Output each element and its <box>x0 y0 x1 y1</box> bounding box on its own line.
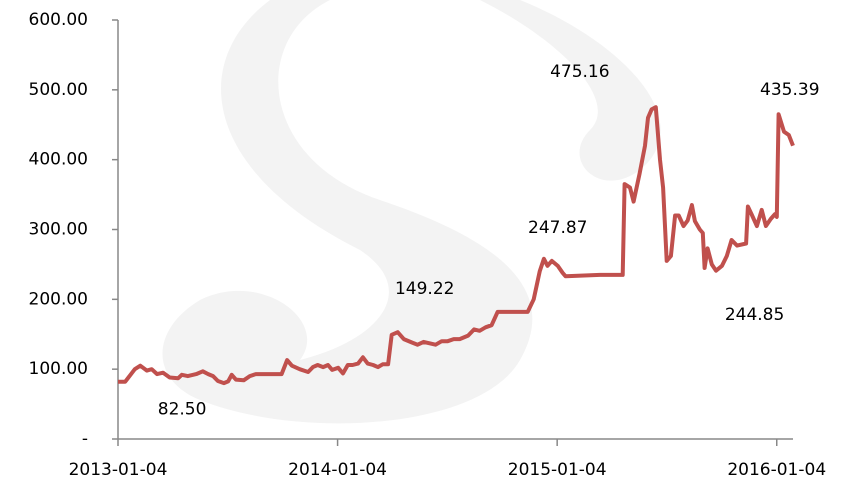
x-tick-label: 2013-01-04 <box>69 460 168 480</box>
y-tick-label: 200.00 <box>29 289 88 309</box>
y-tick-label: - <box>82 429 88 449</box>
y-tick-label: 500.00 <box>29 80 88 100</box>
data-label: 149.22 <box>395 279 454 299</box>
y-tick-label: 600.00 <box>29 10 88 30</box>
y-tick-label: 400.00 <box>29 150 88 170</box>
x-tick-label: 2016-01-04 <box>727 460 826 480</box>
y-tick-label: 100.00 <box>29 359 88 379</box>
data-label: 244.85 <box>725 305 784 325</box>
x-tick-label: 2015-01-04 <box>508 460 607 480</box>
data-label: 82.50 <box>158 399 207 419</box>
x-tick-label: 2014-01-04 <box>288 460 387 480</box>
chart: - 100.00 200.00 300.00 400.00 500.00 600.00 201… <box>0 0 842 483</box>
data-label: 475.16 <box>550 62 609 82</box>
data-label: 435.39 <box>760 80 819 100</box>
data-label: 247.87 <box>528 218 587 238</box>
y-tick-label: 300.00 <box>29 220 88 240</box>
